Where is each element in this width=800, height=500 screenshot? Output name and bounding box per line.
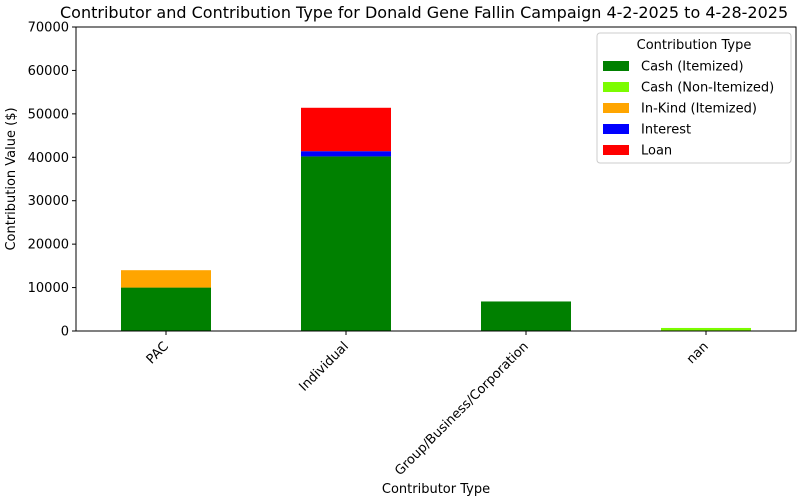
legend-swatch [603,82,629,92]
legend-box [596,32,792,164]
legend-label: Loan [641,144,672,159]
bar-segment [301,107,391,152]
y-tick-label: 60000 [28,64,69,79]
y-tick-label: 10000 [28,281,69,296]
legend-swatch [603,145,629,155]
bar-segment [301,151,391,157]
x-tick-label: Individual [296,339,351,394]
y-tick-label: 40000 [28,151,69,166]
legend-swatch [603,103,629,113]
x-axis-title: Contributor Type [382,482,490,497]
legend-title: Contribution Type [637,38,752,53]
x-tick-label: PAC [144,339,172,367]
x-tick-label: nan [684,339,712,367]
legend-label: Interest [641,123,691,138]
axes-frame [75,26,797,332]
y-tick-label: 0 [61,325,69,340]
y-tick-label: 70000 [28,21,69,36]
legend-label: In-Kind (Itemized) [641,102,757,117]
legend-swatch [603,124,629,134]
legend: Contribution Type Cash (Itemized) Cash (No… [596,32,792,164]
bar-segment [121,270,211,288]
bar-segment [121,287,211,331]
y-tick-label: 50000 [28,107,69,122]
legend-label: Cash (Non-Itemized) [641,81,774,96]
chart-title: Contributor and Contribution Type for Do… [60,3,788,22]
bar-segment [481,301,571,331]
y-tick-label: 30000 [28,194,69,209]
legend-swatch [603,61,629,71]
y-tick-label: 20000 [28,238,69,253]
x-tick-label: Group/Business/Corporation [392,339,532,479]
bar-segment [661,327,751,331]
legend-label: Cash (Itemized) [641,60,744,75]
bar-segment [301,156,391,331]
y-axis-title: Contribution Value ($) [4,107,19,250]
